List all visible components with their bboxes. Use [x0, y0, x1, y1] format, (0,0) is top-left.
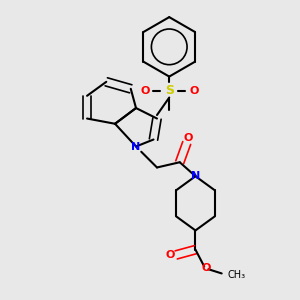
Text: O: O: [140, 85, 149, 96]
Text: S: S: [165, 84, 174, 97]
Text: O: O: [201, 263, 211, 273]
Text: O: O: [184, 133, 193, 143]
Text: O: O: [165, 250, 175, 260]
Text: N: N: [131, 142, 141, 152]
Text: O: O: [189, 85, 198, 96]
Text: CH₃: CH₃: [228, 270, 246, 280]
Text: N: N: [191, 171, 200, 181]
